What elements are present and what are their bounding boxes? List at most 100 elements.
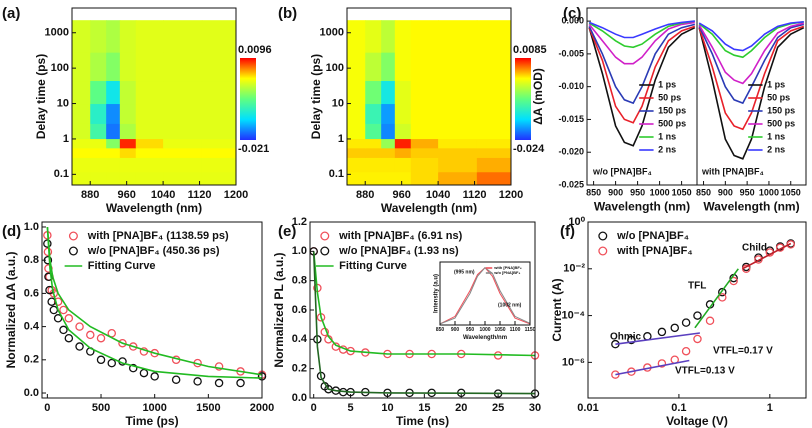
legend-label: w/o [PNA]BF₄ (450.36 ps) [87, 245, 220, 257]
heat-cell [201, 20, 237, 53]
heat-cell [365, 20, 382, 53]
heat-cell [135, 103, 164, 124]
heat-cell [106, 80, 121, 105]
y-tick-label: 0.2 [24, 354, 39, 366]
x-tick-label: 500 [92, 402, 110, 414]
heat-cell [106, 157, 121, 173]
y-axis-label: Intensity (a.u) [434, 274, 440, 313]
y-tick-label: 1 [338, 133, 344, 145]
series-line [312, 251, 536, 357]
heat-cell [410, 171, 439, 186]
heat-cell [438, 80, 478, 105]
x-axis-label: Time (ns) [396, 414, 449, 428]
heat-cell [394, 138, 412, 149]
legend-swatch [68, 231, 78, 241]
panel-label: (d) [2, 223, 21, 240]
heat-cell [201, 80, 237, 105]
x-axis-label: Wavelength (nm) [106, 201, 202, 215]
x-tick-label: 1500 [196, 402, 220, 414]
heat-cell [106, 138, 121, 149]
heat-cell [201, 171, 237, 186]
y-tick-label: 0.6 [24, 287, 39, 299]
annotation: Ohmic [610, 332, 642, 343]
x-tick-label: 1050 [494, 327, 505, 333]
legend-label: 50 ps [658, 92, 681, 102]
legend-label: 2 ns [658, 144, 676, 154]
heat-cell [347, 171, 366, 186]
heat-cell [410, 157, 439, 173]
plot-frame [587, 221, 807, 399]
legend-label: w/o [PNA]BF₄ [616, 230, 689, 242]
y-tick-label: 0.8 [24, 254, 39, 266]
y-axis-label: Delay time (ps) [309, 54, 323, 139]
legend-label: with [PNA]BF₄ [493, 265, 522, 270]
x-tick-label: 20 [455, 402, 467, 414]
heat-cell [476, 103, 512, 124]
y-tick-label: 100 [326, 62, 344, 74]
annotation: with [PNA]BF₄ [701, 166, 764, 176]
x-tick-label: 950 [740, 187, 755, 197]
series-line [698, 26, 805, 160]
data-point [670, 323, 680, 333]
x-axis-label: Voltage (V) [666, 414, 728, 428]
legend-swatch [598, 231, 608, 241]
y-tick-label: 1000 [45, 27, 69, 39]
heat-cell [476, 52, 512, 82]
data-point [681, 318, 691, 327]
heat-cell [90, 157, 107, 173]
heat-cell [119, 138, 137, 149]
heat-cell [476, 80, 512, 105]
panel: 850 900 950 1000 1050 1100 1150 Wavelength/nm In… [434, 261, 536, 341]
x-tick-label: 900 [718, 187, 733, 197]
heat-cell [410, 20, 439, 53]
heat-cell [476, 157, 512, 173]
data-point [718, 293, 727, 302]
legend-label: 1 ps [767, 79, 785, 89]
heat-cell [106, 147, 121, 158]
heat-cell [72, 138, 91, 149]
heat-cell [365, 138, 382, 149]
y-tick-label: 1.0 [24, 221, 39, 233]
heat-cell [163, 103, 203, 124]
legend-label: with [PNA]BF₄ (6.91 ns) [338, 230, 463, 242]
annotation: Child [742, 243, 767, 254]
annotation: w/o [PNA]BF₄ [592, 166, 652, 176]
heat-cell [365, 123, 382, 140]
x-axis-label: Wavelength/nm [463, 335, 507, 341]
heat-cell [163, 157, 203, 173]
heat-cell [135, 138, 164, 149]
data-point [96, 355, 106, 365]
heat-cell [394, 103, 412, 124]
heat-cell [365, 147, 382, 158]
heat-cell [106, 20, 121, 53]
heat-cell [119, 147, 137, 158]
plot-frame [71, 7, 237, 186]
heat-cell [381, 171, 396, 186]
y-tick-label: 1000 [320, 27, 344, 39]
y-tick-label: 10 [57, 97, 69, 109]
heat-cell [410, 147, 439, 158]
heat-cell [347, 52, 366, 82]
heat-cell [438, 52, 478, 82]
heat-cell [365, 157, 382, 173]
y-tick-label: 10⁻⁶ [562, 356, 585, 368]
panel-label: (b) [278, 5, 297, 22]
x-axis-label: Wavelength (nm) [381, 201, 477, 215]
heat-cell [476, 123, 512, 140]
y-tick-label: 0.0 [24, 387, 39, 399]
panel-label: (f) [560, 223, 575, 240]
legend-label: 2 ns [767, 144, 785, 154]
heat-cell [106, 123, 121, 140]
data-point [681, 346, 691, 356]
data-point [59, 325, 68, 335]
x-tick-label: 900 [451, 327, 460, 333]
heat-cell [135, 171, 164, 186]
data-point [693, 311, 702, 320]
colorbar-tick-label: -0.021 [238, 143, 269, 155]
x-tick-label: 1000 [759, 187, 779, 197]
series-line [698, 23, 804, 105]
heat-cell [72, 80, 91, 105]
x-tick-label: 1100 [510, 327, 521, 333]
colorbar-tick-label: -0.024 [513, 143, 545, 155]
